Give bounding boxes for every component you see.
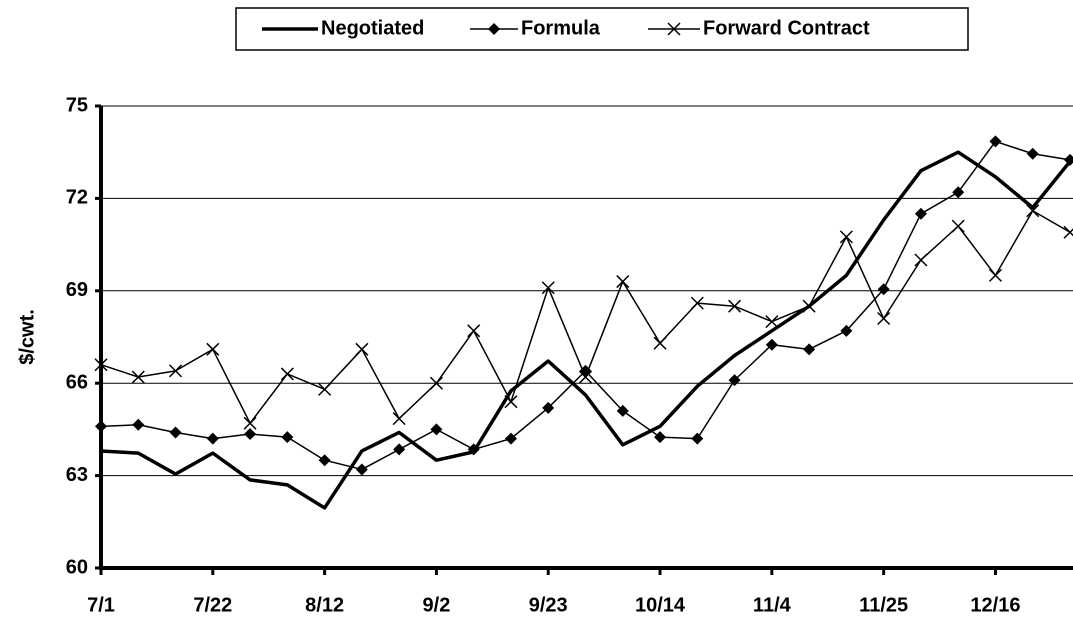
marker: [355, 342, 369, 356]
y-axis-label: $/cwt.: [16, 309, 38, 365]
marker: [914, 207, 927, 220]
marker: [988, 268, 1002, 282]
marker: [318, 454, 331, 467]
marker: [839, 230, 853, 244]
marker: [877, 283, 890, 296]
marker: [541, 281, 555, 295]
series-line: [100, 209, 1071, 424]
x-tick-label: 9/2: [423, 594, 451, 616]
marker: [765, 338, 778, 351]
marker: [914, 253, 928, 267]
x-tick-label: 11/25: [859, 594, 908, 616]
marker: [392, 412, 406, 426]
marker: [802, 299, 816, 313]
marker: [169, 364, 183, 378]
marker: [244, 428, 257, 441]
marker: [1026, 204, 1040, 218]
marker: [243, 416, 257, 430]
series-line: [100, 150, 1072, 510]
marker: [989, 135, 1002, 148]
marker: [131, 370, 145, 384]
marker: [429, 376, 443, 390]
marker: [616, 404, 629, 417]
legend-marker: [667, 22, 681, 36]
y-tick-label: 60: [66, 556, 88, 578]
marker: [94, 358, 108, 372]
marker: [318, 382, 332, 396]
marker: [393, 443, 406, 456]
marker: [728, 374, 741, 387]
marker: [206, 432, 219, 445]
marker: [430, 423, 443, 436]
marker: [803, 343, 816, 356]
marker: [691, 432, 704, 445]
marker: [1063, 225, 1073, 239]
legend-label: Forward Contract: [703, 17, 870, 39]
marker: [504, 432, 517, 445]
x-tick-label: 11/4: [753, 594, 792, 616]
marker: [206, 342, 220, 356]
marker: [1064, 153, 1073, 166]
marker: [504, 395, 518, 409]
marker: [280, 367, 294, 381]
legend-label: Negotiated: [321, 17, 424, 39]
x-tick-label: 8/12: [305, 594, 344, 616]
marker: [467, 324, 481, 338]
x-tick-label: 7/1: [87, 594, 115, 616]
x-tick-label: 12/16: [970, 594, 1020, 616]
marker: [281, 431, 294, 444]
legend-box: [235, 7, 969, 51]
marker: [654, 431, 667, 444]
x-tick-label: 10/14: [635, 594, 686, 616]
marker: [578, 370, 593, 384]
y-tick-label: 75: [66, 94, 88, 116]
marker: [690, 296, 704, 310]
marker: [467, 443, 480, 456]
marker: [840, 324, 853, 337]
marker: [355, 463, 368, 476]
marker: [653, 336, 667, 350]
x-tick-label: 7/22: [193, 594, 232, 616]
marker: [951, 219, 965, 233]
legend-label: Formula: [521, 17, 601, 39]
marker: [765, 315, 779, 329]
marker: [542, 401, 555, 414]
marker: [728, 299, 742, 313]
marker: [95, 420, 107, 433]
marker: [169, 426, 182, 439]
y-tick-label: 63: [66, 464, 88, 486]
y-tick-label: 66: [66, 371, 88, 393]
marker: [1026, 147, 1039, 160]
x-tick-label: 9/23: [529, 594, 568, 616]
marker: [616, 275, 630, 289]
marker: [132, 418, 145, 431]
legend-marker: [488, 23, 500, 35]
marker: [952, 186, 965, 199]
y-tick-label: 69: [66, 279, 88, 301]
y-tick-label: 72: [66, 187, 88, 209]
marker: [877, 311, 891, 326]
